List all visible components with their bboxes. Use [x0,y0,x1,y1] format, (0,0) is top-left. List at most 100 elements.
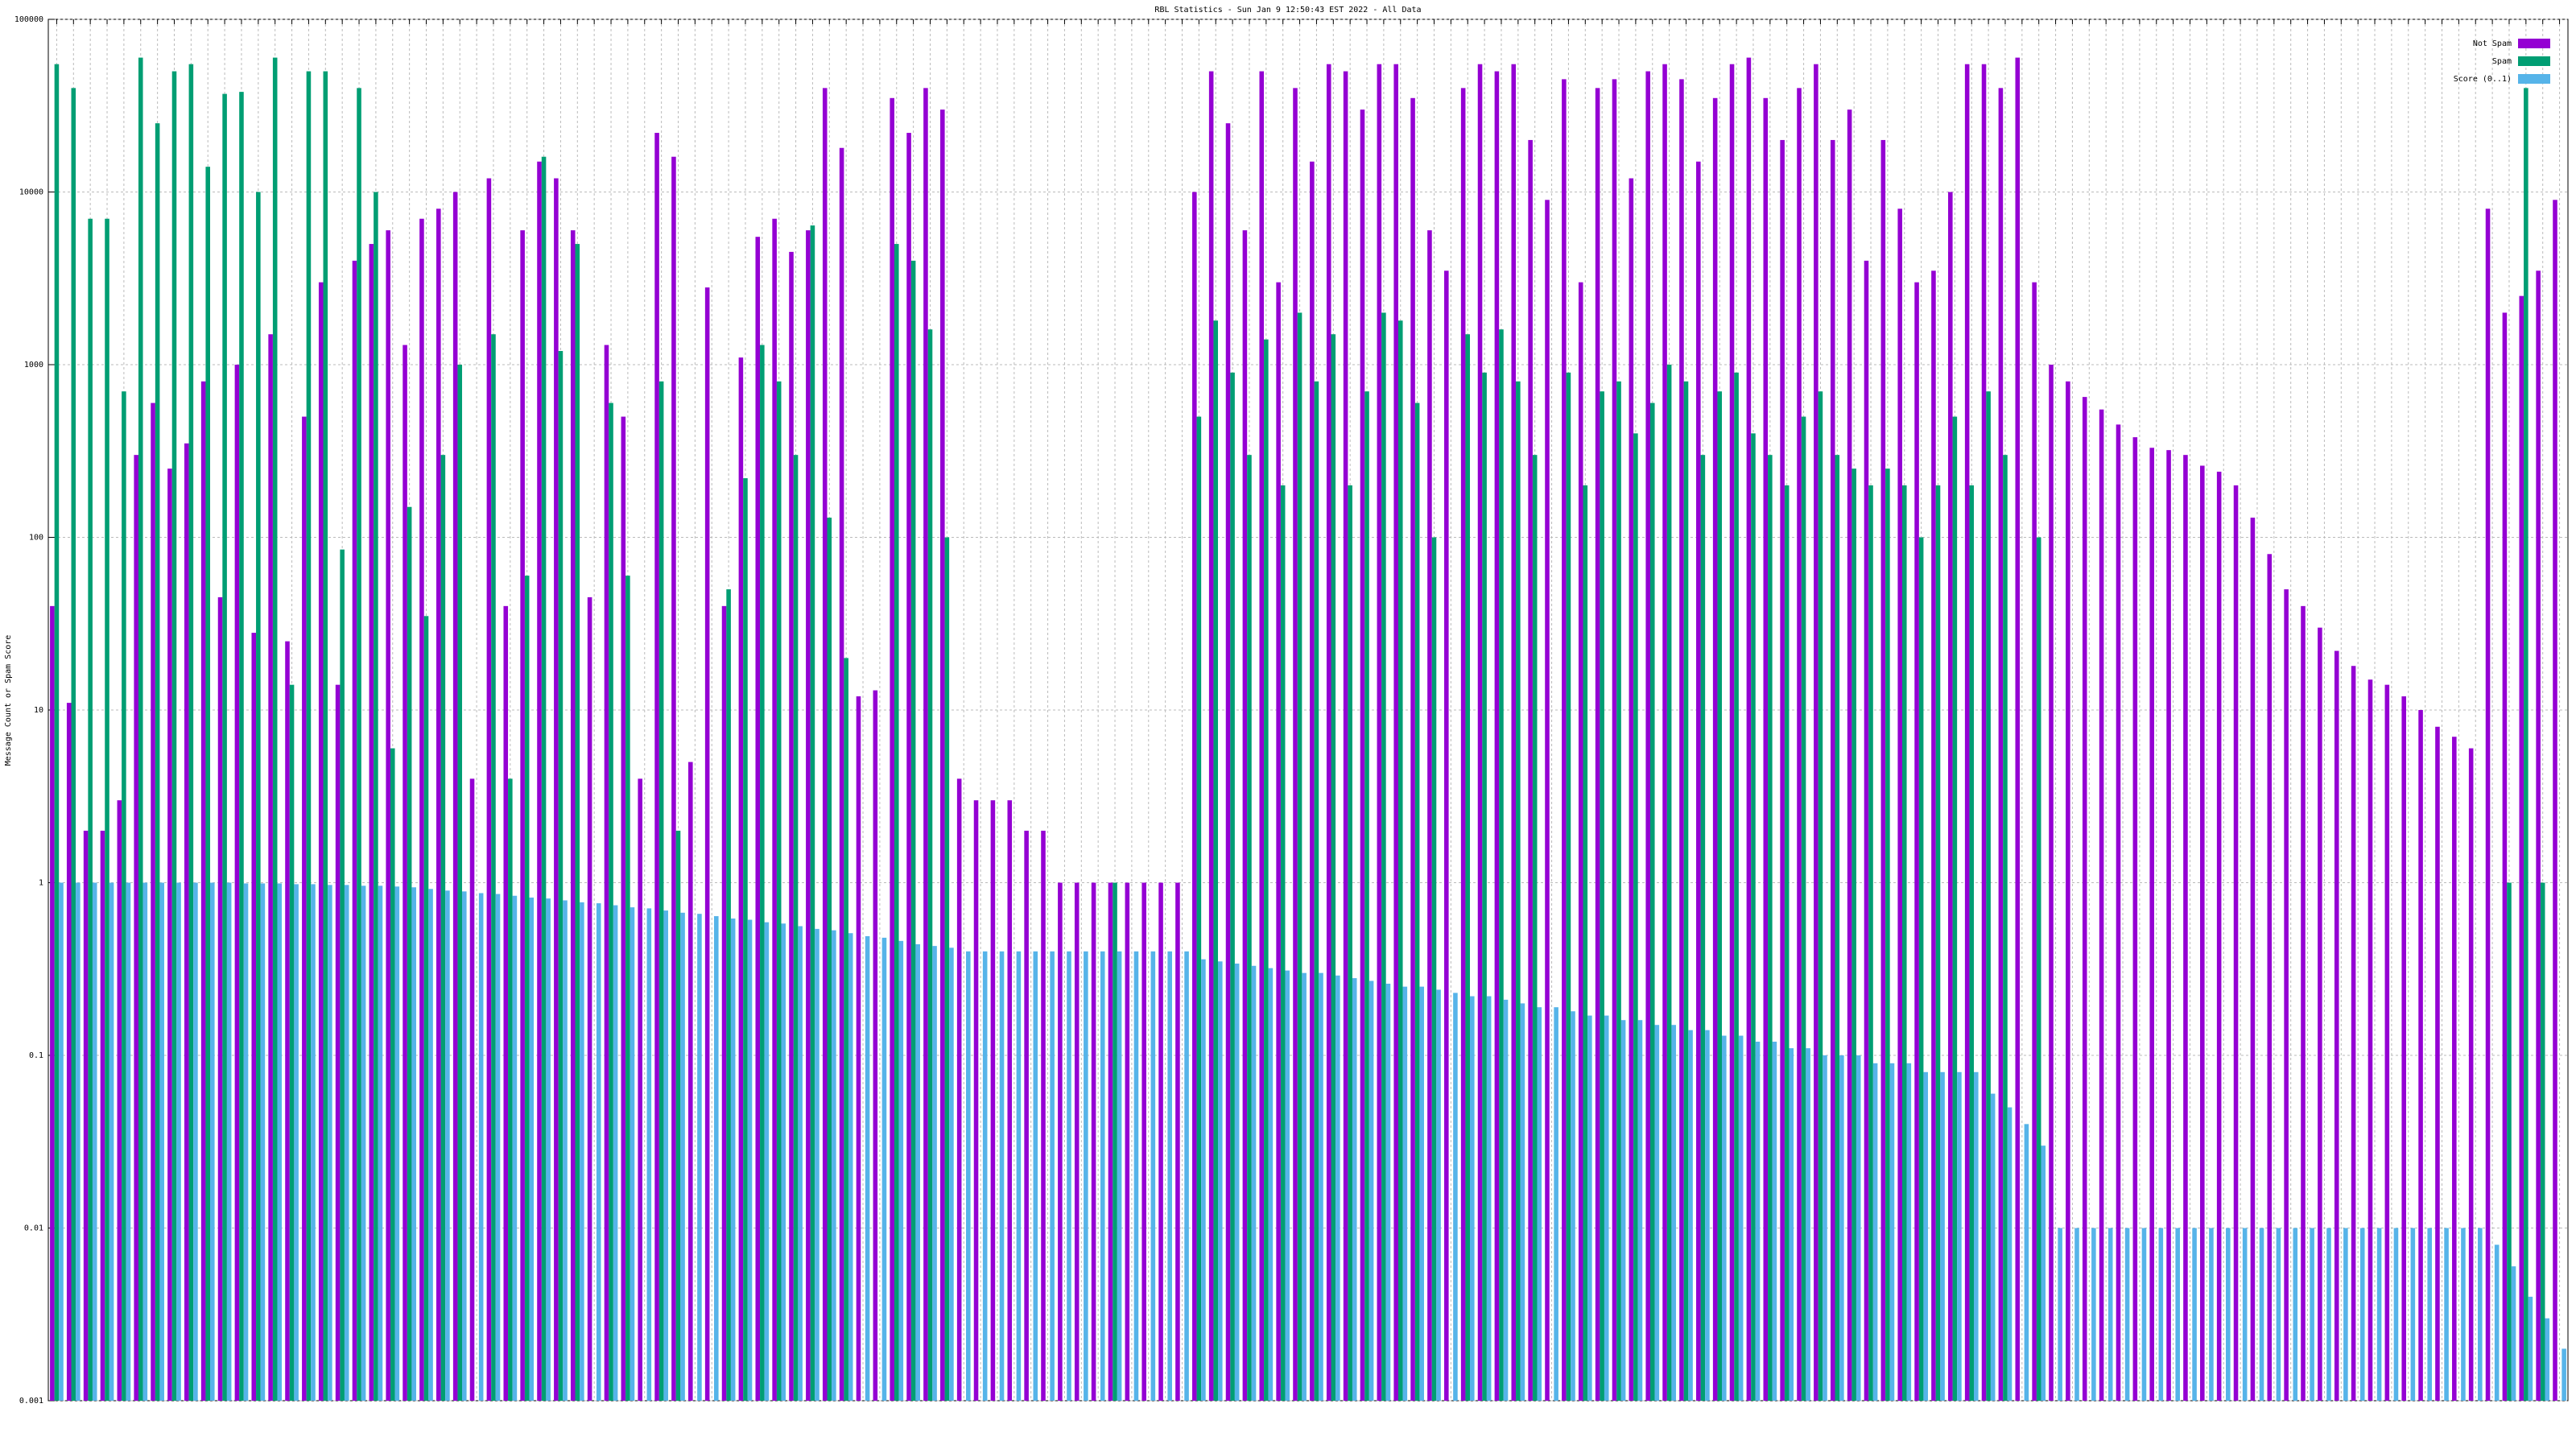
bar [793,455,799,1401]
bar [83,830,89,1401]
chart-title: RBL Statistics - Sun Jan 9 12:50:43 EST … [1154,6,1421,14]
bar [1402,986,1408,1401]
bar [1645,71,1650,1402]
bar [2124,1228,2130,1401]
bar [1331,334,1336,1402]
y-tick-label: 10 [34,706,43,715]
bar [944,537,950,1401]
bar [1016,951,1022,1401]
bar [478,893,484,1401]
bar [714,916,719,1401]
bar [898,940,904,1401]
bar [839,147,844,1402]
bar [2209,1228,2214,1401]
bar [1218,961,1223,1401]
bar [1897,208,1902,1401]
bar [675,830,681,1401]
bar [2003,455,2008,1401]
bar [2242,1228,2248,1401]
bar [2284,589,2289,1401]
bar [2351,666,2356,1401]
bar [923,88,928,1401]
bar [2410,1228,2416,1401]
bar [188,64,194,1402]
bar [311,884,316,1401]
bar [2166,450,2171,1402]
bar [1410,97,1415,1402]
bar [1823,1055,1827,1401]
bar [440,455,446,1401]
bar [1058,882,1063,1401]
bar [940,109,945,1402]
bar [159,882,164,1401]
bar [1377,64,1382,1402]
bar [54,64,60,1402]
bar [1393,64,1398,1402]
bar [2276,1228,2281,1401]
bar [357,88,361,1401]
bar [2036,537,2041,1401]
bar [352,260,357,1401]
bar [1830,139,1835,1401]
bar [764,922,770,1401]
bar [2015,57,2021,1402]
bar [1578,282,1583,1402]
bar [2384,684,2390,1401]
bar [50,605,55,1401]
bar [1486,996,1492,1401]
bar [1990,1093,1996,1401]
bar [1738,1035,1744,1401]
bar [609,402,613,1401]
y-tick-label: 100000 [14,15,43,24]
bar [890,97,894,1402]
bar [1537,1007,1542,1401]
bar [76,882,80,1401]
bar [2427,1228,2432,1401]
bar [949,947,954,1401]
bar [436,208,441,1401]
bar [1213,320,1219,1402]
bar [2368,679,2373,1401]
bar [272,57,278,1402]
y-axis-label: Message Count or Spam Score [4,635,13,766]
y-tick-label: 0.001 [19,1397,43,1406]
bar [88,218,93,1402]
bar [1856,1055,1861,1401]
bar [1784,485,1790,1401]
bar [318,282,324,1402]
bar [277,883,283,1401]
bar [2326,1228,2331,1401]
bar [457,365,463,1401]
bar [1385,983,1391,1401]
bar [1797,88,1802,1401]
bar [1666,365,1672,1401]
bar [1436,989,1441,1401]
bar [155,123,160,1402]
bar [1583,485,1588,1401]
bar [2183,455,2188,1401]
bar [2200,465,2205,1401]
bar [546,898,551,1401]
bar [59,882,64,1401]
bar [1751,433,1756,1401]
bar [1616,381,1621,1401]
bar [294,884,299,1401]
bar [646,908,652,1401]
bar [1348,485,1352,1401]
bar [1671,1025,1676,1401]
bar [503,605,509,1401]
bar [1343,71,1348,1402]
bar [798,926,803,1401]
bar [2293,1228,2298,1401]
bar [1806,1048,1810,1401]
bar [2132,437,2138,1401]
bar [1133,951,1139,1401]
bar [1335,975,1340,1401]
bar [2528,1296,2533,1401]
bar [1969,485,1975,1401]
bar [680,912,685,1401]
bar [1780,139,1785,1401]
bar [486,178,492,1401]
bar [1814,64,1818,1402]
bar [138,57,143,1402]
